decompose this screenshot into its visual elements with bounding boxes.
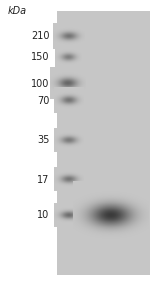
Text: 10: 10 — [37, 210, 50, 220]
Text: 150: 150 — [31, 52, 50, 62]
Text: kDa: kDa — [8, 6, 27, 16]
Text: 100: 100 — [31, 79, 50, 89]
Text: 17: 17 — [37, 175, 50, 185]
Text: 35: 35 — [37, 135, 50, 145]
Text: 210: 210 — [31, 31, 50, 41]
Text: 70: 70 — [37, 96, 50, 106]
